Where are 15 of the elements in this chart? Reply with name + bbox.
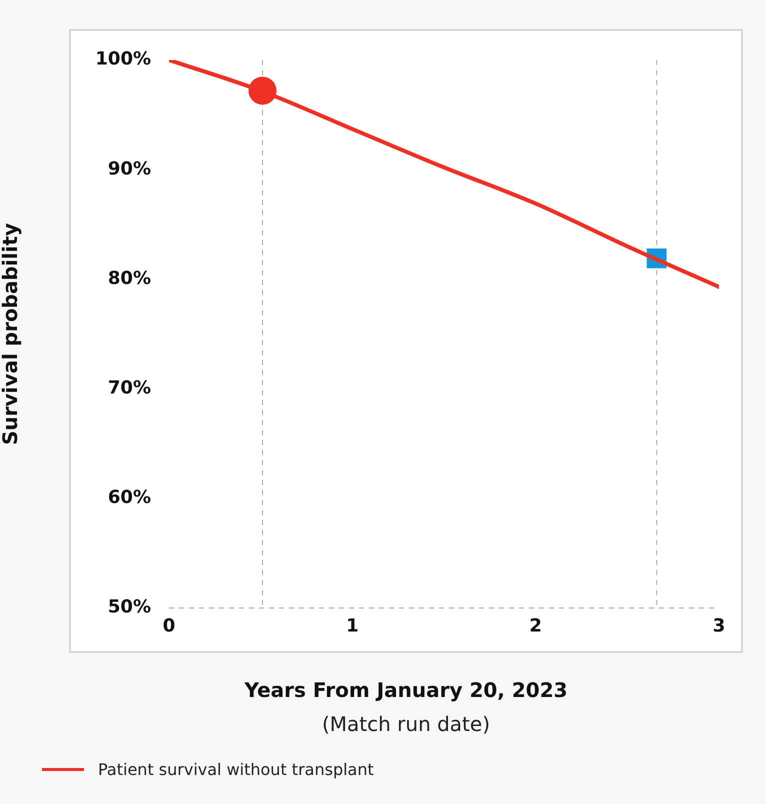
x-axis-title: Years From January 20, 2023 xyxy=(243,678,569,702)
x-tick-label: 0 xyxy=(162,615,176,636)
y-axis-title: Survival probability xyxy=(0,223,22,445)
y-tick-label: 60% xyxy=(108,487,151,508)
text: (Match run date) xyxy=(320,712,492,736)
y-tick-label: 50% xyxy=(108,596,151,618)
line-series xyxy=(169,60,719,289)
y-tick-label: 100% xyxy=(95,48,151,70)
y-tick-label: 80% xyxy=(108,268,151,289)
y-tick-label: 70% xyxy=(108,377,151,398)
legend-label: Patient survival without transplant xyxy=(98,760,374,779)
x-tick-label: 3 xyxy=(712,615,726,636)
x-tick-label: 1 xyxy=(346,615,359,636)
y-tick-label: 90% xyxy=(108,158,151,180)
x-tick-label: 2 xyxy=(529,615,542,636)
